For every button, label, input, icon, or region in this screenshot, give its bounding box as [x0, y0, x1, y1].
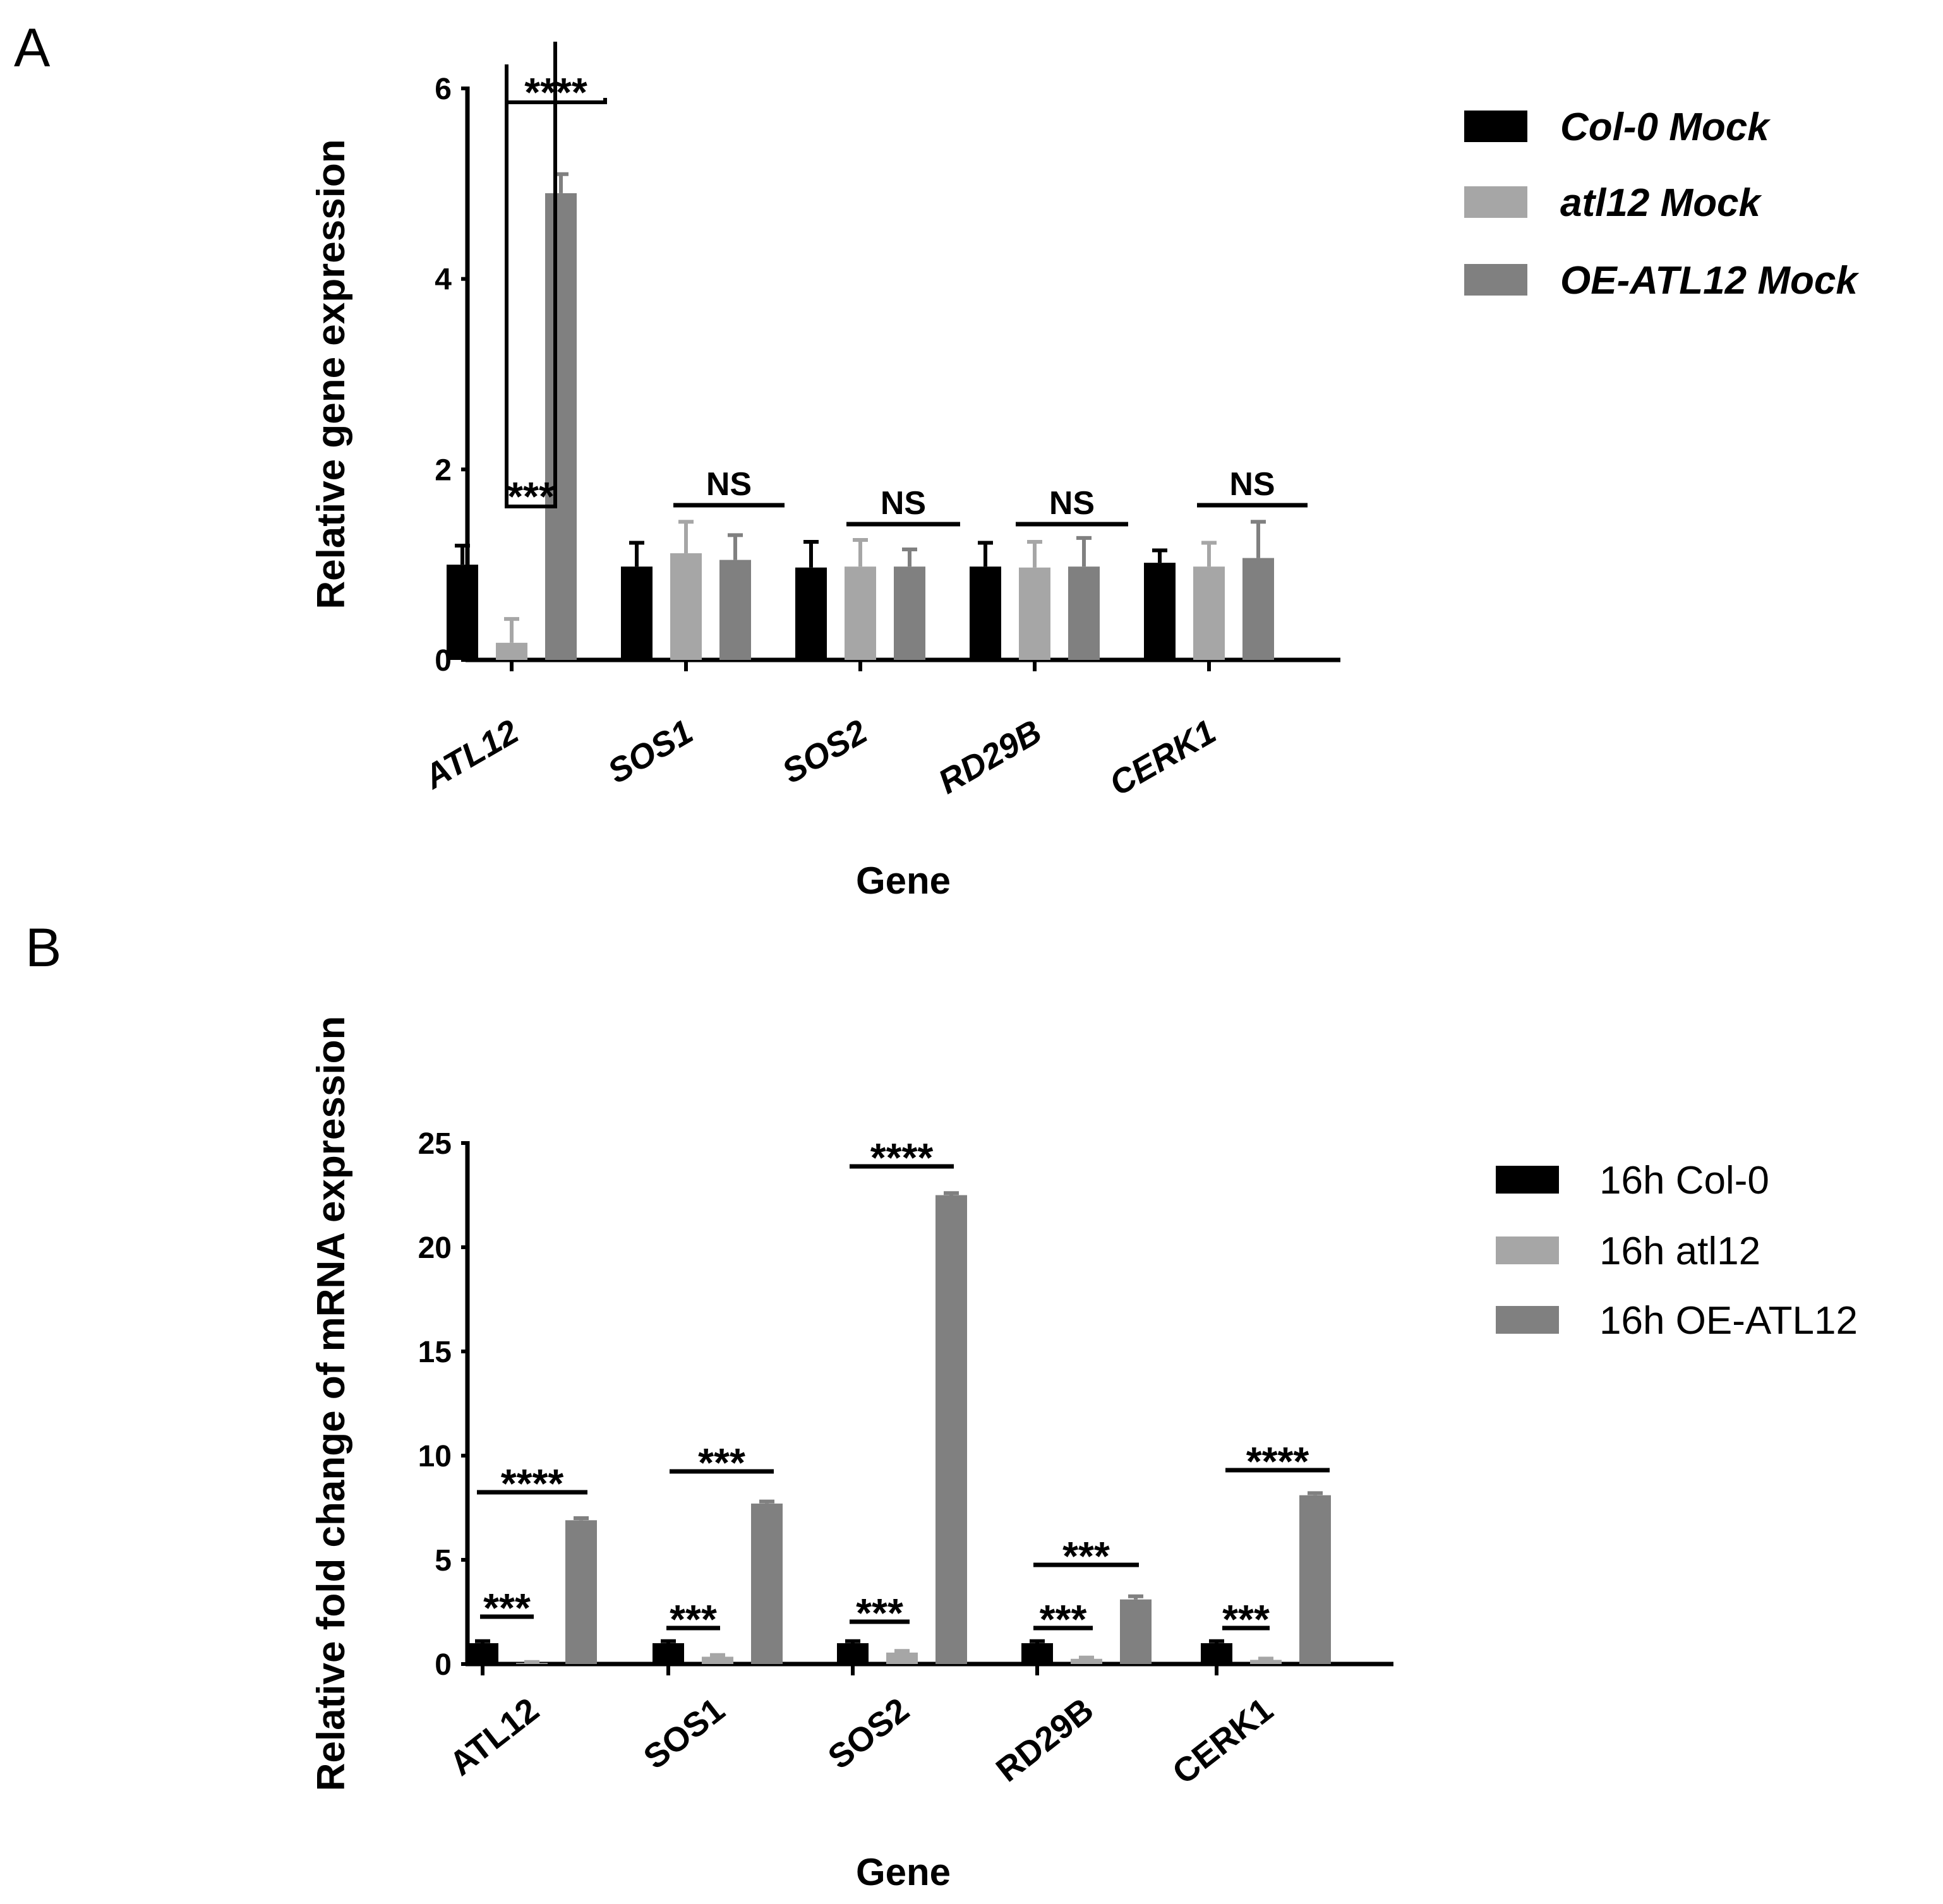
bar [565, 1520, 597, 1664]
legend-label: Col-0 Mock [1560, 105, 1771, 149]
legend-label: 16h OE-ATL12 [1599, 1299, 1858, 1343]
bar [795, 567, 827, 660]
bar [970, 566, 1001, 660]
significance-label: NS [881, 485, 926, 522]
bar [894, 566, 925, 660]
y-tick-label: 6 [435, 73, 452, 106]
bar [935, 1195, 967, 1664]
bar [1299, 1495, 1331, 1664]
significance-label: **** [501, 1461, 564, 1506]
bar [1019, 567, 1050, 660]
y-axis-title: Relative fold change of mRNA expression [310, 1016, 353, 1792]
bar [1144, 563, 1176, 660]
bar [653, 1643, 684, 1664]
significance-label: *** [1062, 1533, 1110, 1579]
significance-label: NS [706, 466, 752, 503]
bar [1242, 558, 1274, 660]
legend-label: atl12 Mock [1560, 181, 1763, 225]
legend-label: OE-ATL12 Mock [1560, 259, 1860, 302]
legend-label: 16h Col-0 [1599, 1159, 1769, 1202]
significance-label: **** [870, 1135, 934, 1180]
bar [719, 560, 751, 660]
significance-label: *** [698, 1440, 745, 1485]
significance-label: *** [483, 1585, 531, 1631]
bar [670, 553, 702, 660]
bar [1071, 1658, 1102, 1664]
significance-bracket [505, 42, 557, 508]
panel-a-label: A [14, 18, 51, 78]
bar [837, 1643, 869, 1664]
legend-swatch [1496, 1236, 1559, 1264]
bar [751, 1503, 783, 1664]
legend-swatch [1464, 264, 1527, 296]
x-tick-label: SOS2 [776, 712, 874, 791]
x-tick-label: SOS1 [601, 712, 699, 791]
bar [1201, 1643, 1232, 1664]
bar [886, 1652, 918, 1664]
significance-label: NS [1229, 466, 1275, 503]
legend-swatch [1464, 186, 1527, 218]
y-tick-label: 0 [435, 1648, 452, 1682]
x-tick-label: RD29B [989, 1691, 1100, 1789]
x-tick-label: RD29B [932, 712, 1048, 801]
y-tick-label: 25 [418, 1127, 452, 1161]
y-tick-label: 2 [435, 453, 452, 487]
significance-label: NS [1049, 485, 1095, 522]
significance-label: *** [670, 1596, 717, 1642]
legend-label: 16h atl12 [1599, 1230, 1760, 1273]
x-tick-label: SOS1 [637, 1691, 731, 1776]
x-tick-label: CERK1 [1165, 1691, 1280, 1792]
significance-label: *** [507, 474, 555, 519]
bar [1120, 1599, 1152, 1664]
y-axis-title: Relative gene expression [310, 139, 353, 609]
bar [702, 1656, 733, 1664]
bar [496, 642, 527, 660]
legend-swatch [1496, 1306, 1559, 1334]
y-tick-label: 10 [418, 1440, 452, 1473]
bar [447, 565, 478, 660]
x-axis-title: Gene [856, 859, 951, 902]
bar [1021, 1643, 1053, 1664]
legend-swatch [1464, 111, 1527, 142]
significance-label: **** [1246, 1439, 1309, 1484]
significance-label: *** [1040, 1596, 1087, 1642]
bar [467, 1643, 498, 1664]
y-tick-label: 5 [435, 1544, 452, 1578]
x-tick-label: SOS2 [821, 1691, 916, 1776]
x-tick-label: ATL12 [443, 1691, 546, 1783]
bar [845, 566, 876, 660]
bar [1250, 1660, 1282, 1664]
x-tick-label: CERK1 [1103, 712, 1222, 803]
y-tick-label: 15 [418, 1336, 452, 1369]
bar [1193, 566, 1225, 660]
x-axis-title: Gene [856, 1851, 951, 1893]
significance-label: *** [856, 1590, 903, 1636]
legend-swatch [1496, 1166, 1559, 1194]
panel-b-label: B [25, 918, 61, 978]
significance-label: *** [1222, 1596, 1270, 1642]
bar [545, 193, 577, 661]
y-tick-label: 4 [435, 263, 452, 297]
x-tick-label: ATL12 [417, 712, 525, 796]
bar [621, 566, 653, 660]
chart-b: 0 5 10 15 20 25 ATL12 SOS1 SOS2 RD29B CERK1 Gene Rel… [310, 1016, 1858, 1893]
y-tick-label: 20 [418, 1231, 452, 1265]
bar [1068, 566, 1100, 660]
